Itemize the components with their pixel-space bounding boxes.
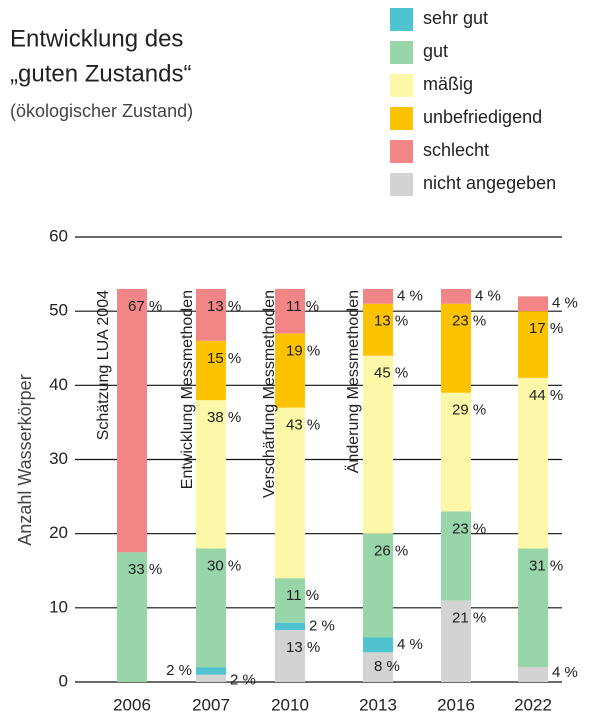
value-label: 30 % bbox=[207, 557, 241, 574]
value-label: 2 % bbox=[309, 617, 335, 634]
bar-segment bbox=[363, 288, 393, 304]
y-tick-label: 0 bbox=[59, 671, 68, 690]
value-label: 13 % bbox=[286, 639, 320, 656]
bar-segment bbox=[363, 652, 393, 682]
bar-segment bbox=[196, 288, 226, 341]
value-label: 21 % bbox=[452, 609, 486, 626]
bar-segment bbox=[275, 630, 305, 682]
bar-segment bbox=[363, 637, 393, 653]
bar-segment bbox=[196, 400, 226, 549]
value-label: 4 % bbox=[397, 636, 423, 653]
value-label: 11 % bbox=[286, 298, 319, 315]
bar-segment bbox=[518, 296, 548, 312]
annotation: Entwicklung Messmethoden bbox=[179, 290, 196, 489]
value-label: 23 % bbox=[452, 520, 486, 537]
value-label: 31 % bbox=[529, 557, 563, 574]
bar-segment bbox=[363, 303, 393, 356]
bar-segment bbox=[196, 340, 226, 401]
value-label: 4 % bbox=[397, 287, 423, 304]
value-label: 4 % bbox=[552, 664, 578, 681]
value-label: 33 % bbox=[128, 561, 162, 578]
bar-segment bbox=[117, 552, 147, 682]
y-tick-label: 60 bbox=[49, 226, 68, 245]
value-label: 2 % bbox=[166, 662, 192, 679]
bar-segment bbox=[363, 533, 393, 638]
legend-swatch bbox=[390, 173, 413, 196]
value-label: 45 % bbox=[374, 365, 408, 382]
value-label: 8 % bbox=[374, 658, 400, 675]
value-label: 43 % bbox=[286, 417, 320, 434]
chart-title: Entwicklung des bbox=[10, 25, 183, 52]
bar-segment bbox=[363, 355, 393, 534]
bar-segment bbox=[441, 303, 471, 393]
legend-swatch bbox=[390, 8, 413, 31]
bar-segment bbox=[441, 288, 471, 304]
value-label: 4 % bbox=[552, 295, 578, 312]
x-tick-label: 2007 bbox=[192, 695, 230, 714]
bar-segment bbox=[196, 674, 226, 682]
legend-swatch bbox=[390, 107, 413, 130]
bar-segment bbox=[275, 333, 305, 408]
value-label: 19 % bbox=[286, 342, 320, 359]
annotation: Verschärfung Messmethoden bbox=[261, 290, 278, 498]
bar-segment bbox=[275, 578, 305, 623]
bar-segment bbox=[518, 311, 548, 378]
value-label: 67 % bbox=[128, 298, 162, 315]
x-tick-label: 2013 bbox=[359, 695, 397, 714]
y-tick-label: 50 bbox=[49, 301, 68, 320]
value-label: 11 % bbox=[286, 587, 319, 604]
y-tick-label: 20 bbox=[49, 523, 68, 542]
x-tick-label: 2010 bbox=[271, 695, 309, 714]
value-label: 15 % bbox=[207, 350, 241, 367]
bar-segment bbox=[275, 622, 305, 631]
value-label: 38 % bbox=[207, 409, 241, 426]
chart-subtitle: (ökologischer Zustand) bbox=[10, 101, 193, 121]
y-tick-label: 40 bbox=[49, 375, 68, 394]
bar-segment bbox=[518, 548, 548, 668]
legend-label: sehr gut bbox=[423, 8, 488, 28]
value-label: 23 % bbox=[452, 313, 486, 330]
value-label: 26 % bbox=[374, 543, 408, 560]
legend-swatch bbox=[390, 41, 413, 64]
value-label: 4 % bbox=[475, 287, 501, 304]
bar-segment bbox=[518, 667, 548, 682]
value-label: 44 % bbox=[529, 387, 563, 404]
bar-segment bbox=[117, 288, 147, 553]
value-label: 2 % bbox=[230, 672, 256, 689]
x-tick-label: 2022 bbox=[514, 695, 552, 714]
value-label: 17 % bbox=[529, 320, 563, 337]
value-label: 29 % bbox=[452, 402, 486, 419]
legend-swatch bbox=[390, 140, 413, 163]
legend-label: nicht angegeben bbox=[423, 173, 556, 193]
bar-segment bbox=[441, 392, 471, 512]
legend-label: gut bbox=[423, 41, 448, 61]
y-axis-label: Anzahl Wasserkörper bbox=[15, 374, 35, 545]
bar-segment bbox=[275, 407, 305, 579]
legend-label: mäßig bbox=[423, 74, 473, 94]
legend-label: unbefriedigend bbox=[423, 107, 542, 127]
value-label: 13 % bbox=[374, 313, 408, 330]
bar-segment bbox=[518, 377, 548, 549]
y-tick-label: 10 bbox=[49, 597, 68, 616]
bar-segment bbox=[441, 600, 471, 682]
x-tick-label: 2016 bbox=[437, 695, 475, 714]
legend-label: schlecht bbox=[423, 140, 489, 160]
x-tick-label: 2006 bbox=[113, 695, 151, 714]
annotation: Änderung Messmethoden bbox=[344, 290, 362, 473]
value-label: 13 % bbox=[207, 298, 241, 315]
bar-segment bbox=[196, 667, 226, 675]
legend-swatch bbox=[390, 74, 413, 97]
bar-segment bbox=[441, 511, 471, 601]
bar-segment bbox=[196, 548, 226, 668]
bar-segment bbox=[275, 288, 305, 334]
chart-title: „guten Zustands“ bbox=[10, 60, 191, 87]
annotation: Schätzung LUA 2004 bbox=[95, 290, 112, 440]
y-tick-label: 30 bbox=[49, 449, 68, 468]
